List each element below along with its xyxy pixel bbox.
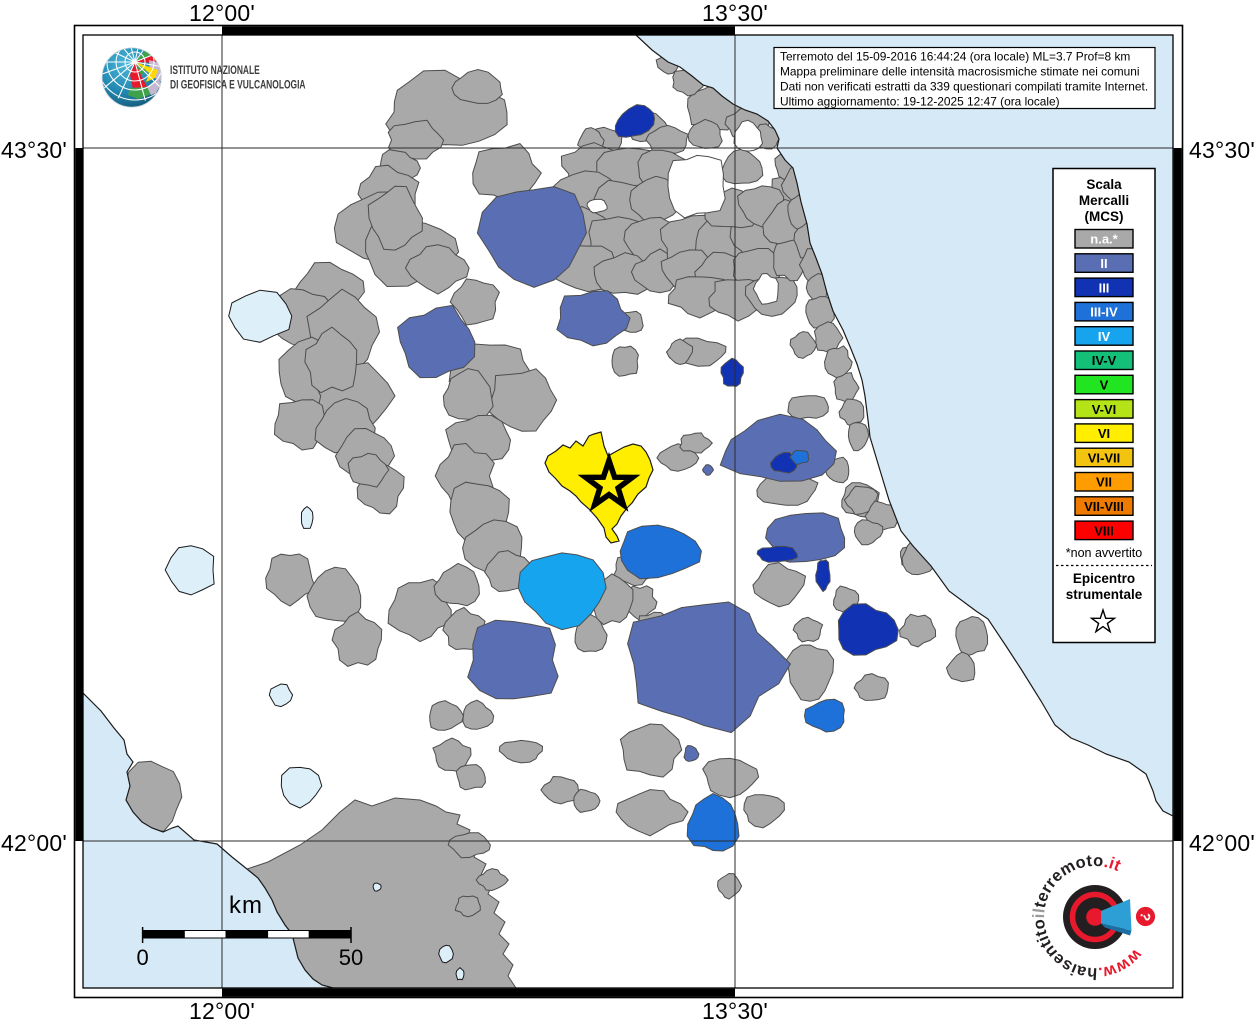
svg-text:Terremoto del 15-09-2016 16:44: Terremoto del 15-09-2016 16:44:24 (ora l… (780, 50, 1130, 64)
svg-text:VIII: VIII (1094, 523, 1114, 538)
svg-text:km: km (229, 892, 263, 919)
svg-text:III-IV: III-IV (1090, 305, 1118, 320)
svg-text:IV-V: IV-V (1092, 353, 1117, 368)
svg-text:42°00': 42°00' (1189, 830, 1255, 856)
svg-text:VI-VII: VI-VII (1088, 450, 1121, 465)
svg-text:V: V (1100, 378, 1109, 393)
svg-text:12°00': 12°00' (189, 0, 255, 26)
svg-text:43°30': 43°30' (1189, 137, 1255, 163)
svg-text:VII: VII (1096, 475, 1112, 490)
svg-text:strumentale: strumentale (1066, 587, 1143, 602)
svg-text:42°00': 42°00' (1, 830, 67, 856)
svg-text:43°30': 43°30' (1, 137, 67, 163)
svg-text:Scala: Scala (1086, 177, 1122, 192)
svg-text:*non avvertito: *non avvertito (1066, 546, 1142, 560)
svg-text:13°30': 13°30' (702, 998, 768, 1024)
svg-text:(MCS): (MCS) (1085, 209, 1124, 224)
svg-text:VII-VIII: VII-VIII (1084, 499, 1124, 514)
svg-text:13°30': 13°30' (702, 0, 768, 26)
svg-text:III: III (1099, 280, 1110, 295)
svg-text:VI: VI (1098, 426, 1110, 441)
svg-text:12°00': 12°00' (189, 998, 255, 1024)
svg-text:50: 50 (339, 945, 363, 970)
svg-text:?: ? (1137, 910, 1155, 922)
svg-text:V-VI: V-VI (1092, 402, 1117, 417)
svg-text:Mercalli: Mercalli (1079, 193, 1129, 208)
svg-text:ISTITUTO NAZIONALE: ISTITUTO NAZIONALE (170, 65, 260, 78)
svg-text:Epicentro: Epicentro (1073, 571, 1135, 586)
svg-text:IV: IV (1098, 329, 1111, 344)
svg-text:Dati non verificati estratti d: Dati non verificati estratti da 339 ques… (780, 80, 1148, 94)
svg-text:n.a.*: n.a.* (1090, 232, 1118, 247)
svg-text:Mappa preliminare delle intens: Mappa preliminare delle intensità macros… (780, 65, 1140, 79)
svg-text:II: II (1100, 256, 1107, 271)
svg-text:0: 0 (136, 945, 148, 970)
svg-text:Ultimo aggiornamento: 19-12-20: Ultimo aggiornamento: 19-12-2025 12:47 (… (780, 95, 1060, 109)
svg-text:DI GEOFISICA E VULCANOLOGIA: DI GEOFISICA E VULCANOLOGIA (170, 79, 306, 92)
